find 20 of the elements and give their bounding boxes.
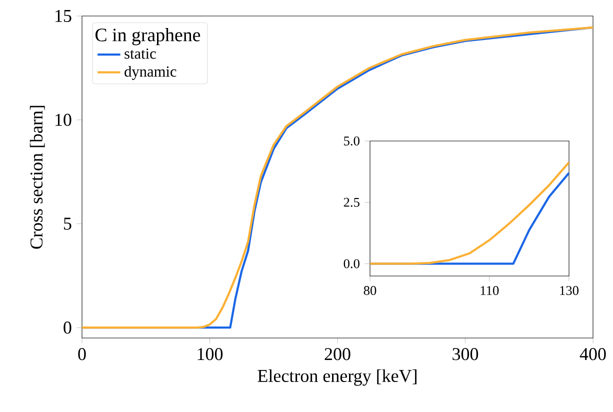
x-tick-label: 80 (364, 286, 376, 296)
x-tick-label: 130 (560, 286, 578, 296)
y-tick-label: 10 (56, 114, 72, 126)
legend-label: dynamic (124, 66, 176, 80)
x-tick-label: 200 (324, 348, 350, 360)
y-tick-label: 5.0 (344, 136, 360, 146)
x-tick-label: 0 (78, 348, 86, 360)
x-tick-label: 110 (480, 286, 499, 296)
y-tick-label: 15 (56, 10, 72, 22)
legend-title: C in graphene (96, 28, 200, 46)
y-tick-label: 2.5 (344, 198, 360, 207)
x-tick-label: 100 (198, 348, 223, 360)
y-tick-label: 5 (64, 218, 72, 230)
y-tick-label: 0.0 (344, 259, 360, 268)
x-tick-label: 300 (452, 348, 478, 360)
legend-label: static (124, 48, 156, 59)
y-tick-label: 0 (64, 322, 72, 334)
x-tick-label: 400 (580, 348, 606, 360)
x-axis-title: Electron energy [keV] (258, 369, 416, 386)
y-axis-title: Cross section [barn] (30, 106, 45, 249)
